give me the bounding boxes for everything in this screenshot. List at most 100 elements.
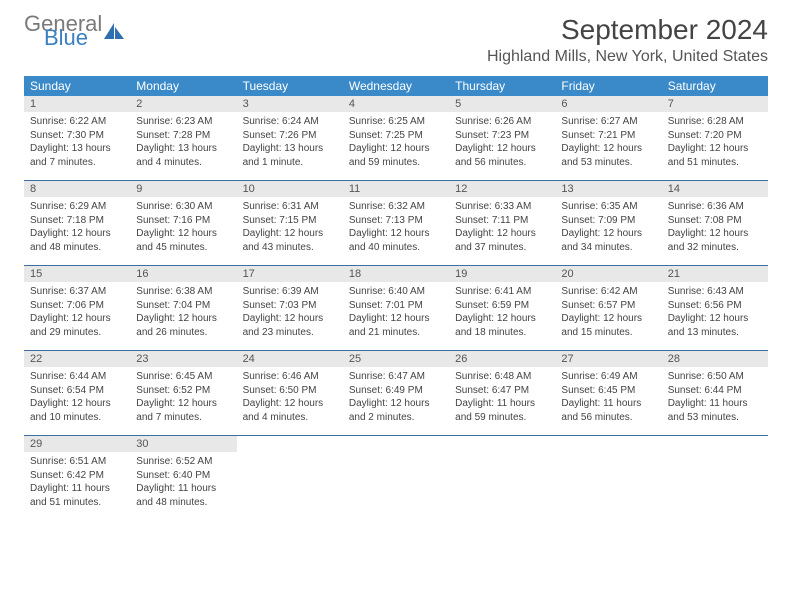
- dayname: Tuesday: [237, 76, 343, 96]
- daylight-text: Daylight: 12 hours and 13 minutes.: [668, 312, 762, 339]
- day-body: Sunrise: 6:41 AMSunset: 6:59 PMDaylight:…: [449, 282, 555, 345]
- sunrise-text: Sunrise: 6:28 AM: [668, 115, 762, 129]
- day-body: Sunrise: 6:48 AMSunset: 6:47 PMDaylight:…: [449, 367, 555, 430]
- daylight-text: Daylight: 12 hours and 45 minutes.: [136, 227, 230, 254]
- calendar-week: 1Sunrise: 6:22 AMSunset: 7:30 PMDaylight…: [24, 96, 768, 181]
- day-number: 10: [237, 181, 343, 197]
- calendar-cell: 5Sunrise: 6:26 AMSunset: 7:23 PMDaylight…: [449, 96, 555, 180]
- calendar-cell: 4Sunrise: 6:25 AMSunset: 7:25 PMDaylight…: [343, 96, 449, 180]
- day-number: 6: [555, 96, 661, 112]
- day-body: Sunrise: 6:29 AMSunset: 7:18 PMDaylight:…: [24, 197, 130, 260]
- day-body: Sunrise: 6:52 AMSunset: 6:40 PMDaylight:…: [130, 452, 236, 515]
- day-number: 18: [343, 266, 449, 282]
- daylight-text: Daylight: 12 hours and 40 minutes.: [349, 227, 443, 254]
- sunset-text: Sunset: 6:54 PM: [30, 384, 124, 398]
- sunrise-text: Sunrise: 6:50 AM: [668, 370, 762, 384]
- calendar-cell: 8Sunrise: 6:29 AMSunset: 7:18 PMDaylight…: [24, 181, 130, 265]
- daylight-text: Daylight: 12 hours and 32 minutes.: [668, 227, 762, 254]
- daylight-text: Daylight: 12 hours and 23 minutes.: [243, 312, 337, 339]
- sunrise-text: Sunrise: 6:23 AM: [136, 115, 230, 129]
- daylight-text: Daylight: 11 hours and 48 minutes.: [136, 482, 230, 509]
- day-number: 24: [237, 351, 343, 367]
- sunset-text: Sunset: 7:30 PM: [30, 129, 124, 143]
- sunset-text: Sunset: 7:06 PM: [30, 299, 124, 313]
- day-body: Sunrise: 6:27 AMSunset: 7:21 PMDaylight:…: [555, 112, 661, 175]
- day-number: 23: [130, 351, 236, 367]
- calendar-cell: 14Sunrise: 6:36 AMSunset: 7:08 PMDayligh…: [662, 181, 768, 265]
- location: Highland Mills, New York, United States: [487, 48, 768, 66]
- calendar-cell-empty: ..: [237, 436, 343, 520]
- sunrise-text: Sunrise: 6:30 AM: [136, 200, 230, 214]
- calendar-cell: 2Sunrise: 6:23 AMSunset: 7:28 PMDaylight…: [130, 96, 236, 180]
- sunrise-text: Sunrise: 6:37 AM: [30, 285, 124, 299]
- day-body: Sunrise: 6:39 AMSunset: 7:03 PMDaylight:…: [237, 282, 343, 345]
- day-body: Sunrise: 6:49 AMSunset: 6:45 PMDaylight:…: [555, 367, 661, 430]
- daylight-text: Daylight: 11 hours and 59 minutes.: [455, 397, 549, 424]
- day-body: Sunrise: 6:33 AMSunset: 7:11 PMDaylight:…: [449, 197, 555, 260]
- calendar-cell: 21Sunrise: 6:43 AMSunset: 6:56 PMDayligh…: [662, 266, 768, 350]
- calendar-cell: 17Sunrise: 6:39 AMSunset: 7:03 PMDayligh…: [237, 266, 343, 350]
- sunrise-text: Sunrise: 6:22 AM: [30, 115, 124, 129]
- day-body: Sunrise: 6:42 AMSunset: 6:57 PMDaylight:…: [555, 282, 661, 345]
- calendar-cell: 24Sunrise: 6:46 AMSunset: 6:50 PMDayligh…: [237, 351, 343, 435]
- calendar-cell: 18Sunrise: 6:40 AMSunset: 7:01 PMDayligh…: [343, 266, 449, 350]
- calendar-cell: 30Sunrise: 6:52 AMSunset: 6:40 PMDayligh…: [130, 436, 236, 520]
- calendar-cell: 20Sunrise: 6:42 AMSunset: 6:57 PMDayligh…: [555, 266, 661, 350]
- sunset-text: Sunset: 6:59 PM: [455, 299, 549, 313]
- daylight-text: Daylight: 12 hours and 26 minutes.: [136, 312, 230, 339]
- calendar-cell: 27Sunrise: 6:49 AMSunset: 6:45 PMDayligh…: [555, 351, 661, 435]
- day-body: Sunrise: 6:40 AMSunset: 7:01 PMDaylight:…: [343, 282, 449, 345]
- sunset-text: Sunset: 6:47 PM: [455, 384, 549, 398]
- sunset-text: Sunset: 7:11 PM: [455, 214, 549, 228]
- sunset-text: Sunset: 7:03 PM: [243, 299, 337, 313]
- sunset-text: Sunset: 7:16 PM: [136, 214, 230, 228]
- daylight-text: Daylight: 12 hours and 2 minutes.: [349, 397, 443, 424]
- day-body: Sunrise: 6:50 AMSunset: 6:44 PMDaylight:…: [662, 367, 768, 430]
- sunset-text: Sunset: 7:28 PM: [136, 129, 230, 143]
- day-body: Sunrise: 6:43 AMSunset: 6:56 PMDaylight:…: [662, 282, 768, 345]
- day-body: Sunrise: 6:38 AMSunset: 7:04 PMDaylight:…: [130, 282, 236, 345]
- daylight-text: Daylight: 12 hours and 59 minutes.: [349, 142, 443, 169]
- day-body: Sunrise: 6:31 AMSunset: 7:15 PMDaylight:…: [237, 197, 343, 260]
- day-number: 13: [555, 181, 661, 197]
- day-number: 22: [24, 351, 130, 367]
- sunrise-text: Sunrise: 6:44 AM: [30, 370, 124, 384]
- day-body: Sunrise: 6:47 AMSunset: 6:49 PMDaylight:…: [343, 367, 449, 430]
- day-number: 12: [449, 181, 555, 197]
- sunrise-text: Sunrise: 6:43 AM: [668, 285, 762, 299]
- logo-sail-icon: [104, 23, 124, 39]
- daylight-text: Daylight: 12 hours and 43 minutes.: [243, 227, 337, 254]
- day-number: 9: [130, 181, 236, 197]
- daylight-text: Daylight: 12 hours and 29 minutes.: [30, 312, 124, 339]
- sunset-text: Sunset: 7:09 PM: [561, 214, 655, 228]
- sunset-text: Sunset: 6:52 PM: [136, 384, 230, 398]
- sunset-text: Sunset: 7:20 PM: [668, 129, 762, 143]
- daylight-text: Daylight: 12 hours and 37 minutes.: [455, 227, 549, 254]
- day-number: 4: [343, 96, 449, 112]
- day-number: 17: [237, 266, 343, 282]
- day-body: Sunrise: 6:36 AMSunset: 7:08 PMDaylight:…: [662, 197, 768, 260]
- sunset-text: Sunset: 6:45 PM: [561, 384, 655, 398]
- sunrise-text: Sunrise: 6:36 AM: [668, 200, 762, 214]
- sunrise-text: Sunrise: 6:39 AM: [243, 285, 337, 299]
- day-body: Sunrise: 6:30 AMSunset: 7:16 PMDaylight:…: [130, 197, 236, 260]
- calendar-cell: 22Sunrise: 6:44 AMSunset: 6:54 PMDayligh…: [24, 351, 130, 435]
- day-body: Sunrise: 6:25 AMSunset: 7:25 PMDaylight:…: [343, 112, 449, 175]
- day-body: Sunrise: 6:44 AMSunset: 6:54 PMDaylight:…: [24, 367, 130, 430]
- day-number: 29: [24, 436, 130, 452]
- calendar-cell-empty: ..: [449, 436, 555, 520]
- calendar: Sunday Monday Tuesday Wednesday Thursday…: [24, 76, 768, 520]
- dayname-row: Sunday Monday Tuesday Wednesday Thursday…: [24, 76, 768, 96]
- sunrise-text: Sunrise: 6:24 AM: [243, 115, 337, 129]
- daylight-text: Daylight: 12 hours and 18 minutes.: [455, 312, 549, 339]
- daylight-text: Daylight: 13 hours and 7 minutes.: [30, 142, 124, 169]
- sunrise-text: Sunrise: 6:42 AM: [561, 285, 655, 299]
- day-body: Sunrise: 6:35 AMSunset: 7:09 PMDaylight:…: [555, 197, 661, 260]
- sunrise-text: Sunrise: 6:41 AM: [455, 285, 549, 299]
- sunset-text: Sunset: 6:57 PM: [561, 299, 655, 313]
- calendar-cell: 26Sunrise: 6:48 AMSunset: 6:47 PMDayligh…: [449, 351, 555, 435]
- daylight-text: Daylight: 12 hours and 21 minutes.: [349, 312, 443, 339]
- day-number: 1: [24, 96, 130, 112]
- sunset-text: Sunset: 6:56 PM: [668, 299, 762, 313]
- dayname: Wednesday: [343, 76, 449, 96]
